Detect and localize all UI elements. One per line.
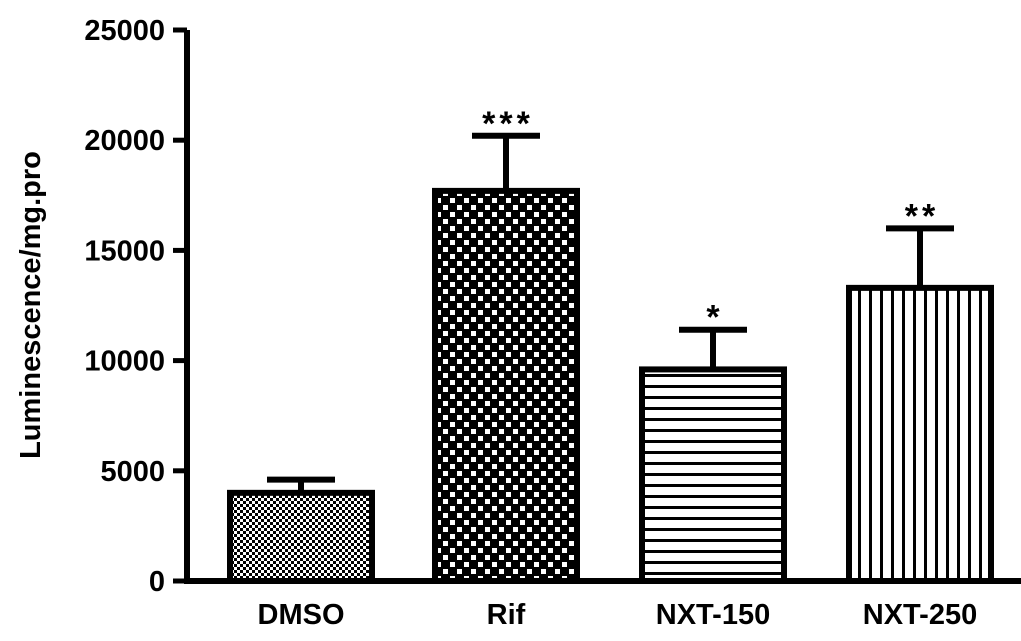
- y-tick-label: 0: [149, 566, 165, 598]
- significance-label: *: [706, 299, 723, 337]
- significance-label: **: [905, 197, 939, 235]
- y-tick-label: 25000: [84, 15, 165, 47]
- x-tick-label: Rif: [487, 599, 526, 631]
- significance-label: ***: [482, 105, 534, 143]
- bar-dmso: [227, 489, 375, 584]
- y-tick-label: 10000: [84, 346, 165, 378]
- y-ticks: 0 5000 10000 15000 20000 25000: [84, 15, 187, 598]
- x-tick-labels: DMSO Rif NXT-150 NXT-250: [258, 599, 978, 631]
- bar-rif: [432, 187, 580, 584]
- x-tick-label: DMSO: [258, 599, 345, 631]
- y-tick-label: 20000: [84, 125, 165, 157]
- x-tick-label: NXT-250: [863, 599, 977, 631]
- bars: ******: [227, 105, 994, 584]
- y-tick-label: 5000: [100, 456, 165, 488]
- bar-nxt-150: [639, 366, 787, 584]
- y-tick-label: 15000: [84, 235, 165, 267]
- x-tick-label: NXT-150: [656, 599, 770, 631]
- y-axis-title: Luminescence/mg.pro: [15, 151, 47, 459]
- bar-nxt-250: [846, 284, 994, 584]
